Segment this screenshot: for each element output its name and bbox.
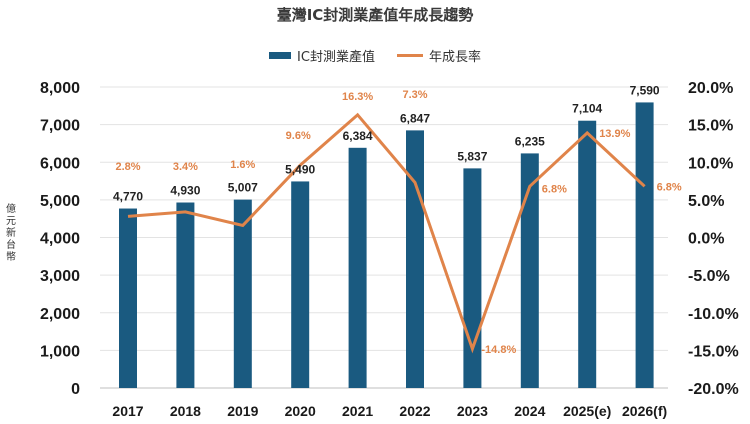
growth-rate-label: 7.3% [402, 89, 427, 101]
growth-rate-line [127, 112, 646, 354]
axes: 8,000 20.0% 7,000 15.0% 6,000 10.0% 5,000 5.0% 4… [40, 80, 739, 419]
growth-rate-label: 6.8% [542, 183, 567, 195]
x-tick-label: 2024 [514, 403, 545, 419]
x-tick-label: 2023 [457, 403, 488, 419]
legend: IC封測業產值 年成長率 [0, 46, 750, 65]
legend-line-label: 年成長率 [428, 50, 481, 65]
legend-bar-label: IC封測業產值 [297, 50, 375, 65]
bar [406, 130, 424, 388]
bar-value-label: 7,104 [572, 102, 602, 116]
legend-item-line: 年成長率 [396, 46, 481, 65]
bar-value-label: 6,235 [515, 134, 545, 148]
y-tick-right: -15.0% [688, 343, 739, 360]
bar [348, 147, 367, 388]
x-tick-label: 2021 [342, 403, 373, 419]
x-tick-label: 2017 [112, 403, 143, 419]
y-tick-left: 4,000 [40, 231, 80, 248]
y-tick-left: 2,000 [40, 306, 80, 323]
growth-rate-label: 6.8% [657, 181, 682, 193]
gridlines [100, 86, 668, 389]
legend-item-bar: IC封測業產值 [269, 46, 375, 65]
growth-rate-label: -14.8% [481, 344, 516, 356]
bars [119, 102, 654, 389]
growth-rate-label: 1.6% [230, 159, 255, 171]
data-labels: 4,770 4,930 5,007 5,490 6,384 6,847 5,837 6,235… [113, 83, 682, 355]
x-tick-label: 2022 [399, 403, 430, 419]
y-tick-left: 7,000 [40, 118, 80, 135]
x-tick-label: 2026(f) [622, 403, 667, 419]
y-tick-left: 5,000 [40, 193, 80, 210]
bar-value-label: 5,837 [457, 149, 487, 163]
x-tick-label: 2018 [170, 403, 201, 419]
bar [635, 102, 654, 389]
chart-title: 臺灣IC封測業產值年成長趨勢 [276, 6, 474, 24]
bar [176, 202, 195, 388]
bar [578, 120, 597, 388]
bar-value-label: 4,770 [113, 190, 143, 204]
growth-rate-label: 2.8% [115, 161, 140, 173]
bar-value-label: 6,384 [343, 129, 373, 143]
bar-value-label: 4,930 [170, 184, 200, 198]
y-tick-right: 15.0% [688, 118, 733, 135]
legend-bar-swatch [269, 52, 292, 59]
bar-value-label: 5,490 [285, 162, 315, 176]
y-tick-left: 0 [71, 381, 80, 398]
y-tick-left: 1,000 [40, 343, 80, 360]
growth-line [127, 112, 646, 354]
y-tick-right: 10.0% [688, 155, 733, 172]
x-tick-label: 2019 [227, 403, 258, 419]
legend-line-swatch [396, 54, 423, 57]
y-tick-left: 8,000 [40, 80, 80, 97]
bar [119, 208, 137, 388]
bar [291, 181, 310, 388]
y-axis-label-left: 億元新台幣 [6, 204, 16, 263]
bar-value-label: 7,590 [630, 83, 660, 97]
y-tick-right: 0.0% [688, 231, 724, 248]
y-tick-left: 6,000 [40, 155, 80, 172]
y-tick-right: -10.0% [688, 306, 739, 323]
growth-rate-label: 3.4% [173, 161, 198, 173]
bar [233, 199, 252, 388]
y-tick-right: -5.0% [688, 268, 730, 285]
y-tick-left: 3,000 [40, 268, 80, 285]
bar-value-label: 6,847 [400, 111, 430, 125]
growth-rate-label: 9.6% [286, 130, 311, 142]
y-tick-right: 20.0% [688, 80, 733, 97]
x-tick-label: 2025(e) [563, 403, 611, 419]
bar-value-label: 5,007 [228, 181, 258, 195]
x-tick-label: 2020 [285, 403, 316, 419]
growth-rate-label: 16.3% [342, 91, 373, 103]
bar [520, 153, 539, 388]
y-tick-right: 5.0% [688, 193, 724, 210]
growth-rate-label: 13.9% [599, 128, 630, 140]
y-tick-right: -20.0% [688, 381, 739, 398]
bar [463, 168, 482, 388]
